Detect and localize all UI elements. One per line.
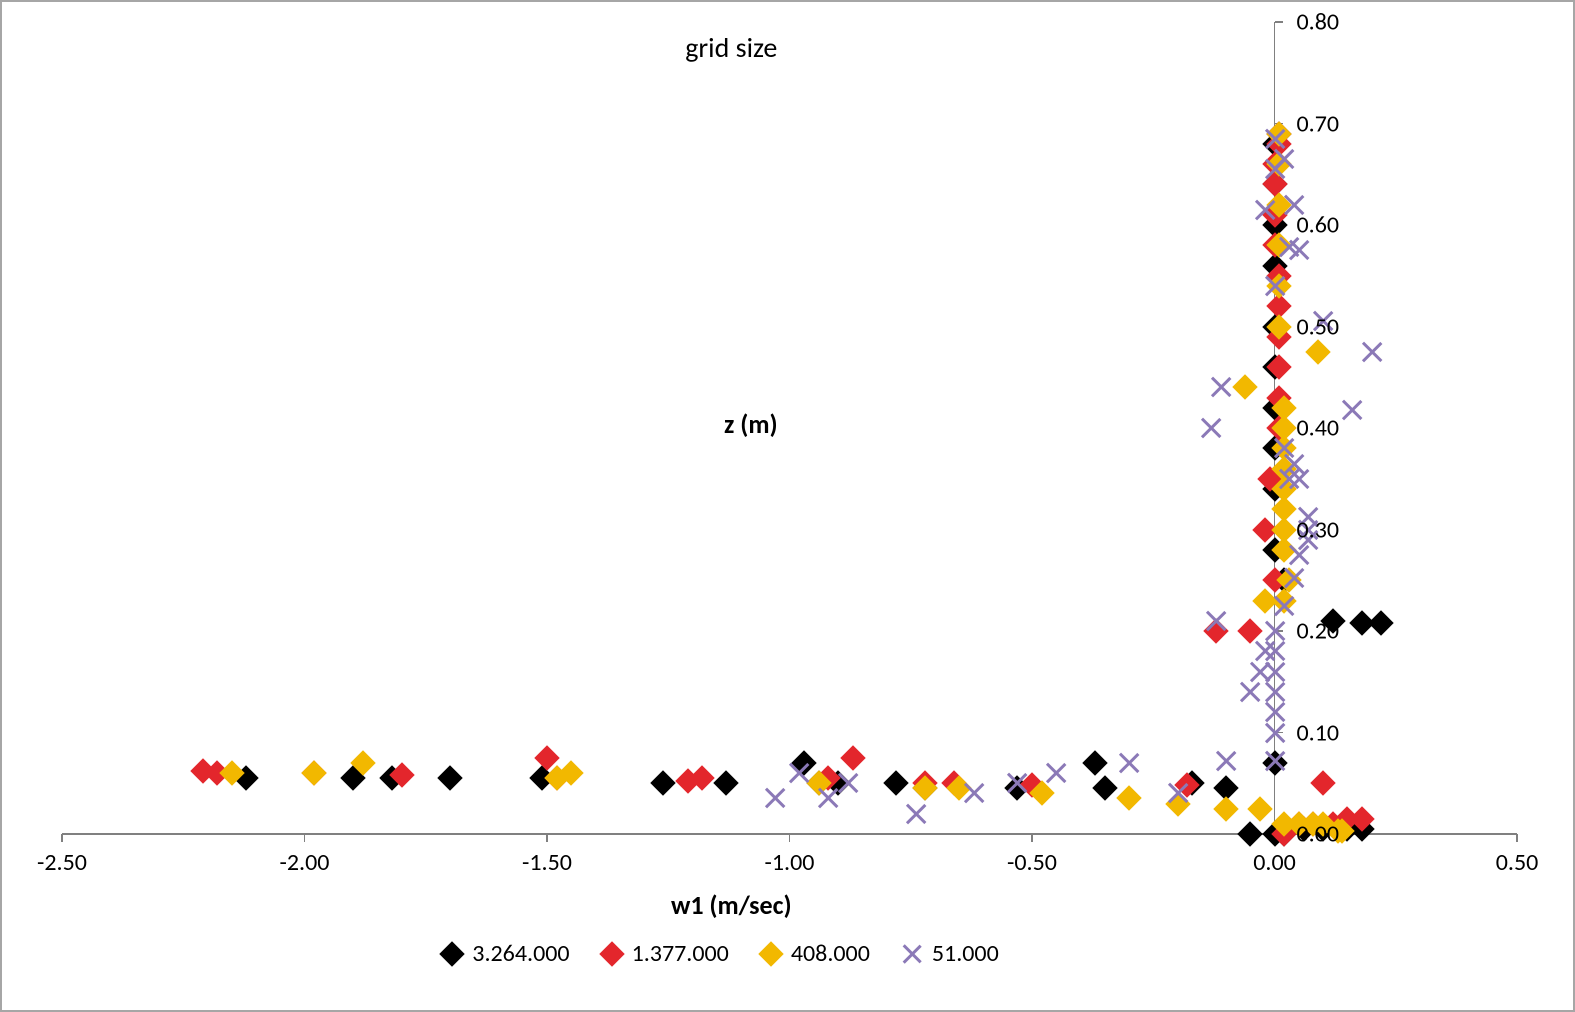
- x-tick-label: 0.50: [1496, 848, 1539, 877]
- y-tick-label: 0.40: [1297, 414, 1340, 443]
- legend-item: 3.264.000: [440, 939, 569, 968]
- y-tick-label: 0.70: [1297, 109, 1340, 138]
- data-point: [1116, 786, 1141, 811]
- data-point: [1339, 397, 1365, 423]
- x-tick-label: -2.00: [280, 848, 330, 877]
- data-point: [1271, 435, 1297, 461]
- x-tick-label: 0.00: [1253, 848, 1296, 877]
- data-point: [1238, 821, 1263, 846]
- x-tick: [546, 834, 548, 842]
- data-point: [1310, 771, 1335, 796]
- y-tick-label: 0.60: [1297, 211, 1340, 240]
- y-tick-label: 0.00: [1297, 820, 1340, 849]
- data-point: [1092, 776, 1117, 801]
- y-tick-label: 0.80: [1297, 8, 1340, 37]
- data-point: [1368, 610, 1393, 635]
- x-tick: [304, 834, 306, 842]
- data-point: [1262, 273, 1288, 299]
- data-point: [1252, 197, 1278, 223]
- legend-label: 51.000: [932, 939, 999, 968]
- data-point: [1359, 339, 1385, 365]
- data-point: [1262, 618, 1288, 644]
- data-point: [762, 785, 788, 811]
- legend-label: 408.000: [791, 939, 870, 968]
- data-point: [883, 771, 908, 796]
- data-point: [1262, 748, 1288, 774]
- legend-marker: [440, 942, 464, 966]
- data-point: [835, 770, 861, 796]
- x-tick: [1516, 834, 1518, 842]
- legend-label: 1.377.000: [632, 939, 729, 968]
- data-point: [1116, 750, 1142, 776]
- legend-item: 51.000: [900, 939, 999, 968]
- data-point: [651, 771, 676, 796]
- x-tick-label: -1.00: [765, 848, 815, 877]
- data-point: [1213, 796, 1238, 821]
- data-point: [1043, 760, 1069, 786]
- data-point: [437, 765, 462, 790]
- data-point: [1233, 375, 1258, 400]
- data-point: [1271, 593, 1297, 619]
- y-tick-label: 0.20: [1297, 617, 1340, 646]
- y-tick: [1275, 21, 1283, 23]
- x-axis-title: w1 (m/sec): [671, 889, 792, 921]
- data-point: [1198, 415, 1224, 441]
- x-tick: [61, 834, 63, 842]
- legend-label: 3.264.000: [472, 939, 569, 968]
- legend-marker: [759, 942, 783, 966]
- x-tick: [789, 834, 791, 842]
- y-tick-label: 0.30: [1297, 515, 1340, 544]
- legend-marker: [900, 942, 924, 966]
- data-point: [1247, 796, 1272, 821]
- data-point: [1305, 339, 1330, 364]
- data-point: [903, 801, 929, 827]
- legend-marker: [600, 942, 624, 966]
- data-point: [1165, 780, 1191, 806]
- data-point: [840, 745, 865, 770]
- data-point: [1213, 748, 1239, 774]
- data-point: [1262, 126, 1288, 152]
- legend-item: 1.377.000: [600, 939, 729, 968]
- data-point: [961, 780, 987, 806]
- x-tick-label: -1.50: [522, 848, 572, 877]
- y-tick-label: 0.10: [1297, 718, 1340, 747]
- chart-frame: grid size z (m) w1 (m/sec) 3.264.0001.37…: [0, 0, 1575, 1012]
- data-point: [1203, 608, 1229, 634]
- legend-item: 408.000: [759, 939, 870, 968]
- x-tick-label: -0.50: [1007, 848, 1057, 877]
- x-tick: [1031, 834, 1033, 842]
- data-point: [1004, 770, 1030, 796]
- data-point: [714, 771, 739, 796]
- data-point: [1208, 374, 1234, 400]
- x-tick-label: -2.50: [37, 848, 87, 877]
- legend: 3.264.000 1.377.000 408.000 51.000: [440, 939, 998, 968]
- data-point: [301, 760, 326, 785]
- data-point: [1082, 750, 1107, 775]
- data-point: [1281, 565, 1307, 591]
- data-point: [786, 760, 812, 786]
- y-tick-label: 0.50: [1297, 312, 1340, 341]
